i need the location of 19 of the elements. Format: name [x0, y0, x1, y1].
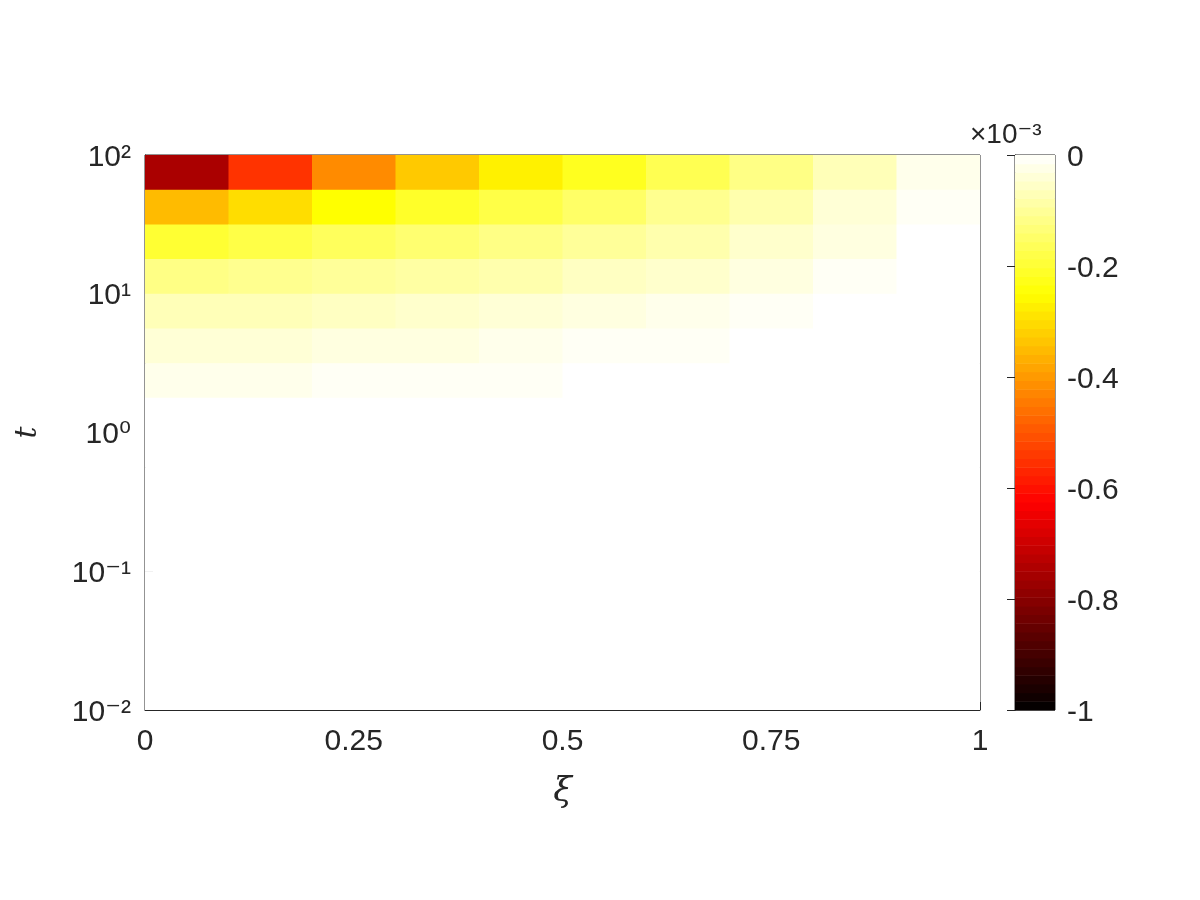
- x-tick-label: 0.25: [324, 722, 383, 756]
- y-tick-label: 10⁻²: [71, 693, 131, 727]
- color-bar-label: -0.2: [1067, 249, 1119, 283]
- color-bar-label: -0.6: [1067, 471, 1119, 505]
- y-tick-label: 10⁰: [85, 416, 131, 449]
- color-bar-title: ×10⁻³: [970, 117, 1042, 149]
- y-axis-title: t: [7, 425, 43, 439]
- y-tick-label: 10¹: [87, 277, 132, 311]
- x-tick-label: 0.75: [742, 722, 801, 756]
- color-bar-label: -0.4: [1067, 360, 1119, 394]
- x-tick-label: 0.5: [541, 722, 584, 756]
- y-tick-label: 10²: [87, 138, 132, 172]
- color-bar-label: 0: [1067, 138, 1084, 172]
- y-tick-label: 10⁻¹: [71, 554, 131, 588]
- color-bar-label: -0.8: [1067, 582, 1119, 616]
- color-bar-label: -1: [1067, 693, 1094, 727]
- x-tick-label: 0: [136, 722, 154, 756]
- x-tick-label: 1: [971, 722, 989, 756]
- x-axis-title: ξ: [553, 769, 575, 809]
